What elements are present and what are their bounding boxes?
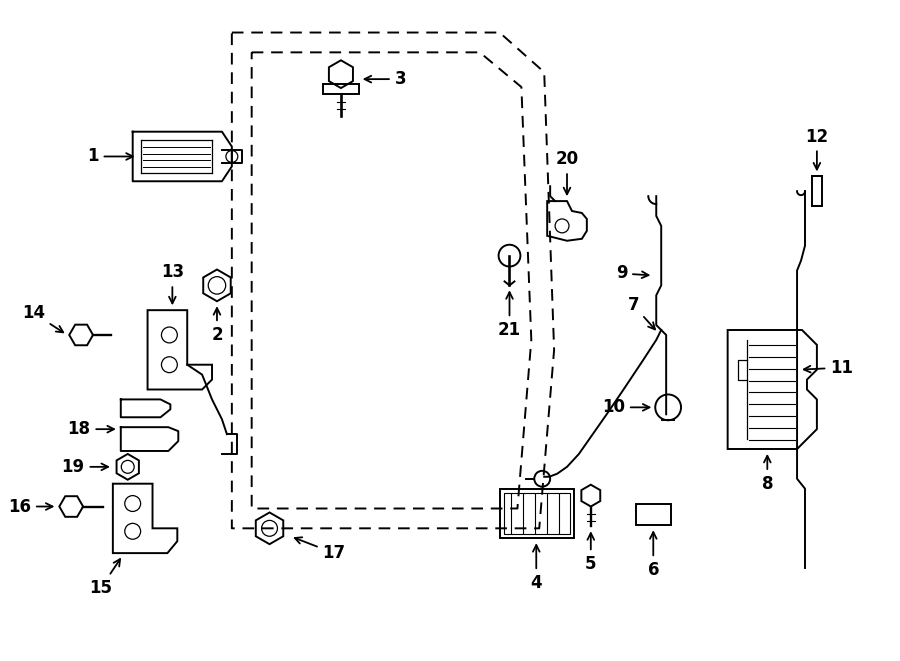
Bar xyxy=(812,176,822,206)
Text: 17: 17 xyxy=(295,537,346,562)
Text: 9: 9 xyxy=(616,264,649,282)
Text: 15: 15 xyxy=(89,559,120,597)
Text: 13: 13 xyxy=(161,264,184,303)
Text: 19: 19 xyxy=(61,458,108,476)
Text: 21: 21 xyxy=(498,292,521,339)
Text: 10: 10 xyxy=(602,399,650,416)
Text: 1: 1 xyxy=(87,147,133,165)
Text: 6: 6 xyxy=(647,532,659,579)
Text: 11: 11 xyxy=(804,359,853,377)
Text: 5: 5 xyxy=(585,533,597,573)
Bar xyxy=(636,504,671,525)
Text: 4: 4 xyxy=(530,545,542,592)
Bar xyxy=(500,488,574,538)
Text: 8: 8 xyxy=(761,456,773,492)
Text: 3: 3 xyxy=(364,70,406,88)
Text: 2: 2 xyxy=(212,308,223,344)
Text: 12: 12 xyxy=(806,128,829,169)
Text: 20: 20 xyxy=(555,151,579,194)
Text: 7: 7 xyxy=(627,296,655,329)
Bar xyxy=(503,492,570,534)
Text: 18: 18 xyxy=(68,420,114,438)
Text: 16: 16 xyxy=(8,498,52,516)
Text: 14: 14 xyxy=(22,304,63,332)
